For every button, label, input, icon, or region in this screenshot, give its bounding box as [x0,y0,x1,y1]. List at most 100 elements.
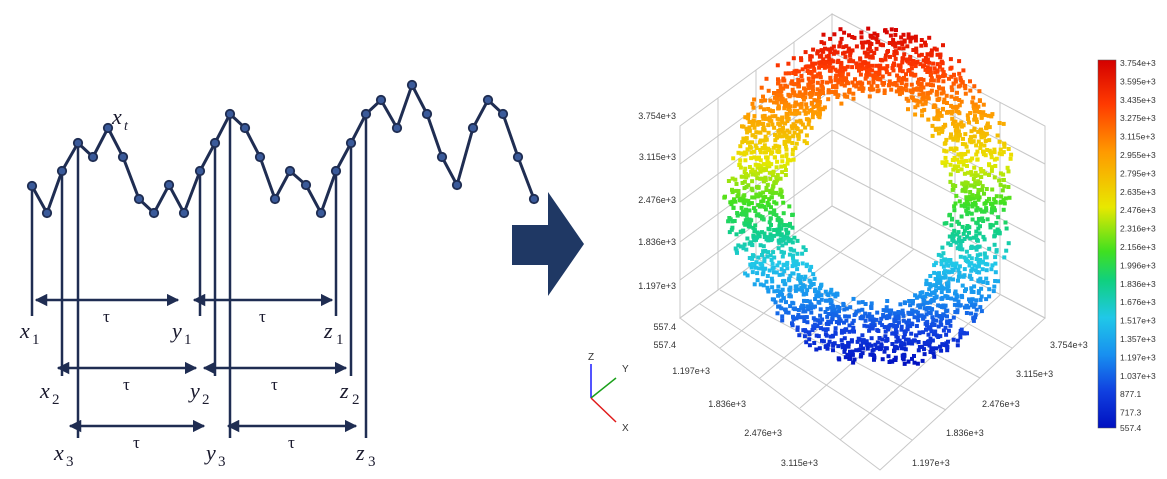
scatter-point [957,133,962,138]
scatter-point [994,194,999,199]
scatter-point [882,91,887,95]
scatter-point [976,191,981,196]
scatter-point [750,172,755,177]
scatter-point [969,261,974,266]
scatter-point [893,355,898,360]
scatter-point [768,232,773,237]
scatter-point [756,212,761,217]
scatter-point [981,234,986,239]
scatter-point [835,69,840,74]
scatter-point [752,97,757,102]
scatter-point [957,98,962,102]
scatter-point [1001,207,1006,212]
scatter-point [944,160,949,164]
scatter-point [938,55,943,60]
scatter-point [901,313,906,318]
scatter-point [967,120,971,125]
scatter-point [770,285,775,290]
scatter-point [842,307,847,312]
scatter-point [975,253,980,258]
scatter-point [932,46,937,51]
scatter-point [763,195,768,199]
scatter-point [774,165,779,170]
scatter-point [830,90,835,94]
scatter-point [760,266,765,271]
scatter-point [771,184,776,189]
scatter-point [988,150,993,155]
scatter-point [774,213,779,218]
scatter-point [861,60,866,65]
scatter-point [764,185,769,190]
scatter-point [981,110,986,115]
scatter-point [934,295,939,300]
scatter-point [846,344,851,349]
scatter-point [740,174,745,179]
scatter-point [971,139,976,144]
scatter-point [969,183,974,188]
scatter-point [865,314,870,319]
scatter-point [948,242,953,247]
scatter-point [854,348,859,353]
scatter-point [796,315,800,320]
scatter-point [981,219,986,223]
scatter-point [779,289,784,294]
scatter-point [927,35,932,40]
scatter-point [821,49,826,54]
scatter-point [941,312,946,317]
scatter-point [838,77,843,82]
scatter-point [928,350,933,354]
colorbar-label: 1.037e+3 [1120,371,1156,381]
scatter-point [988,225,993,230]
scatter-point [957,244,962,249]
scatter-point [914,98,919,103]
scatter-point [785,260,790,265]
scatter-point [976,279,981,283]
scatter-point [875,89,880,94]
scatter-point [971,196,976,201]
scatter-point [904,96,909,101]
scatter-point [762,231,767,236]
scatter-point [808,302,813,307]
scatter-point [745,115,750,120]
scatter-point [950,216,954,221]
scatter-point [999,152,1004,157]
time-series-points [26,79,540,219]
scatter-point [939,290,944,295]
scatter-point [832,32,837,37]
scatter-point [934,310,939,315]
scatter-point [821,91,825,96]
scatter-point [829,287,834,292]
scatter-point [866,61,871,66]
scatter-point [848,349,852,354]
scatter-point [780,134,785,139]
scatter-point [958,329,963,333]
scatter-point [742,221,747,226]
scatter-point [984,187,989,191]
scatter-point [938,344,942,349]
scatter-point [834,313,839,318]
scatter-point [826,53,831,58]
scatter-point [998,182,1003,187]
scatter-point [777,97,782,102]
scatter-point [929,329,934,334]
scatter-point [917,330,922,335]
scatter-point [780,170,785,175]
scatter-point [934,318,939,323]
scatter-point [826,64,831,69]
scatter-point [960,283,965,288]
scatter-point [953,201,958,206]
scatter-point [955,138,960,143]
scatter-point [959,203,964,208]
scatter-point [910,301,915,306]
scatter-point [788,285,793,290]
scatter-point [925,65,930,70]
colorbar-label: 2.476e+3 [1120,205,1156,215]
scatter-point [942,148,947,153]
scatter-point [751,105,756,110]
scatter-point [936,303,941,308]
scatter-point [803,315,808,320]
scatter-point [781,78,786,83]
scatter-point [906,318,911,323]
scatter-point [936,252,941,257]
